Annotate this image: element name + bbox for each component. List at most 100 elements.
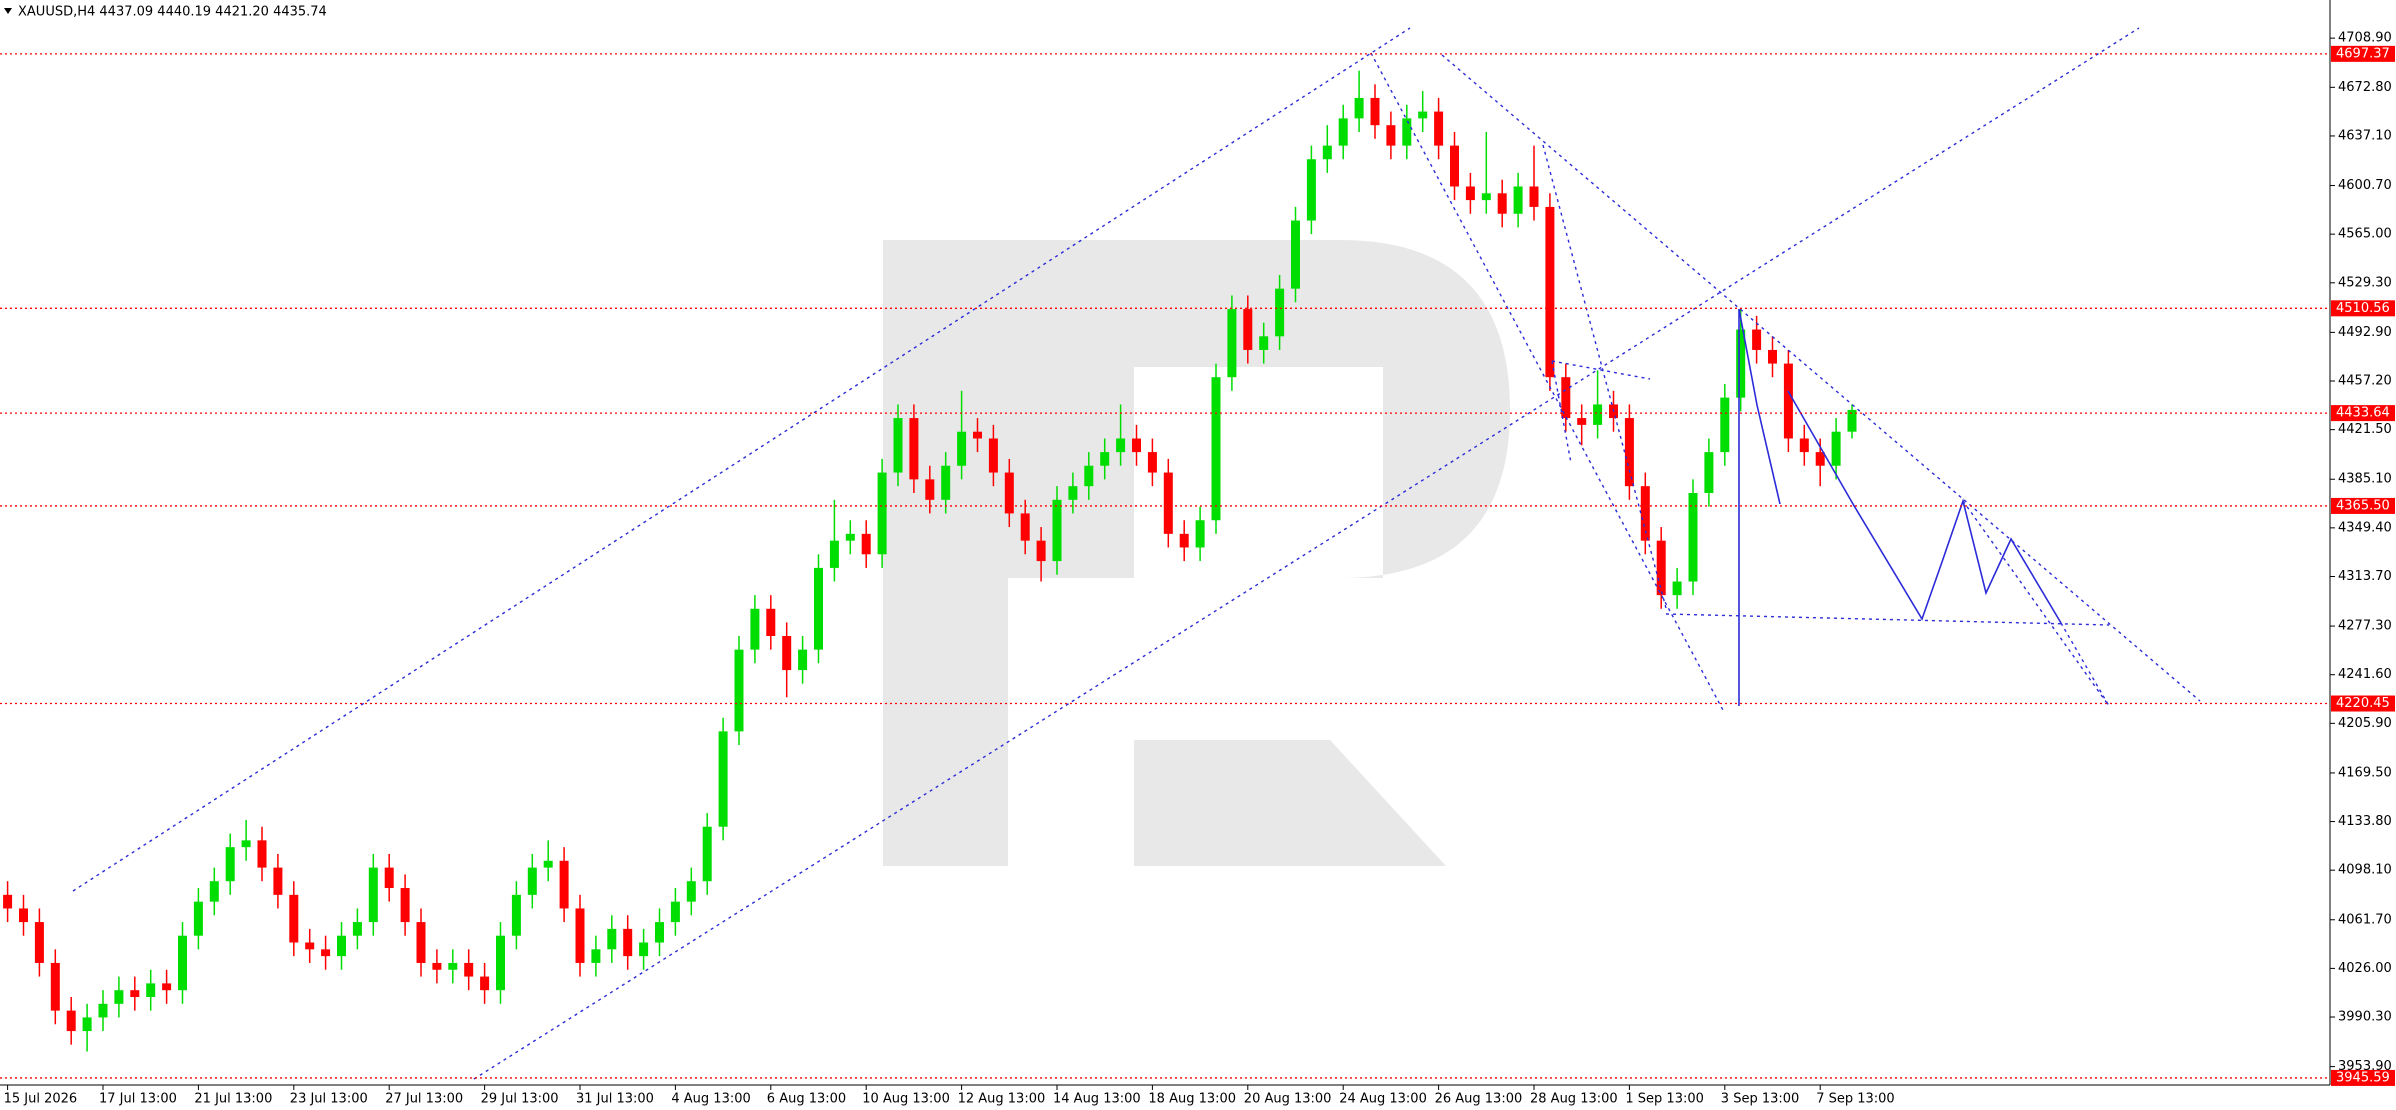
- candle-body: [527, 867, 537, 895]
- candle-body: [861, 533, 871, 555]
- candle-body: [607, 928, 617, 950]
- y-tick-label: 4600.70: [2338, 178, 2392, 193]
- y-tick-label: 4277.30: [2338, 619, 2392, 634]
- y-tick-label: 4098.10: [2338, 863, 2392, 878]
- candle-body: [1497, 193, 1507, 214]
- y-tick-label: 4672.80: [2338, 80, 2392, 95]
- level-box: [2331, 405, 2395, 422]
- forecast-line: [1787, 390, 2062, 624]
- level-label: 4433.64: [2336, 406, 2390, 421]
- candle-body: [925, 479, 935, 500]
- candle-body: [1386, 125, 1396, 146]
- x-tick-label: 24 Aug 13:00: [1339, 1092, 1427, 1107]
- candle-body: [1847, 409, 1857, 432]
- candle-body: [1593, 404, 1603, 425]
- x-tick-label: 26 Aug 13:00: [1435, 1092, 1523, 1107]
- x-tick-label: 18 Aug 13:00: [1148, 1092, 1236, 1107]
- candle-body: [178, 935, 187, 991]
- candle-body: [257, 840, 267, 868]
- trend-line: [1370, 52, 1725, 713]
- candle-body: [480, 976, 490, 991]
- candle-body: [1195, 520, 1205, 548]
- trend-line: [1542, 144, 1667, 609]
- candle-body: [957, 431, 967, 466]
- x-tick-label: 15 Jul 2026: [4, 1092, 78, 1107]
- y-tick-label: 4565.00: [2338, 227, 2392, 242]
- x-tick-label: 12 Aug 13:00: [958, 1092, 1046, 1107]
- candle-body: [448, 962, 458, 970]
- y-tick-label: 3953.90: [2338, 1059, 2392, 1074]
- x-tick-label: 1 Sep 13:00: [1625, 1092, 1704, 1107]
- candle-body: [273, 867, 283, 895]
- level-label: 4365.50: [2336, 498, 2390, 513]
- candle-body: [877, 472, 887, 555]
- candle-body: [845, 533, 855, 541]
- y-tick-label: 4241.60: [2338, 667, 2392, 682]
- candle-body: [750, 608, 760, 650]
- level-label: 3945.59: [2336, 1070, 2390, 1085]
- candle-body: [289, 894, 299, 943]
- candle-body: [496, 935, 505, 991]
- candle-body: [432, 962, 442, 970]
- x-tick-label: 7 Sep 13:00: [1816, 1092, 1895, 1107]
- trend-line: [1551, 360, 1651, 380]
- candle-body: [82, 1017, 92, 1032]
- candle-body: [1147, 452, 1157, 473]
- candle-body: [1815, 452, 1825, 466]
- candle-body: [130, 990, 140, 998]
- candle-body: [973, 431, 982, 439]
- candle-body: [1402, 118, 1412, 146]
- candle-body: [1354, 97, 1364, 119]
- level-label: 4697.37: [2336, 46, 2390, 61]
- candle-body: [1306, 159, 1316, 221]
- watermark: [883, 240, 1510, 866]
- candle-body: [1799, 438, 1809, 453]
- candle-body: [1688, 492, 1698, 582]
- candle-body: [416, 922, 426, 963]
- x-tick-label: 3 Sep 13:00: [1721, 1092, 1800, 1107]
- candle-body: [893, 418, 903, 473]
- level-box: [2331, 497, 2395, 514]
- x-tick-label: 29 Jul 13:00: [481, 1092, 559, 1107]
- candle-body: [1450, 145, 1459, 187]
- y-tick-label: 4421.50: [2338, 422, 2392, 437]
- y-tick-label: 4205.90: [2338, 716, 2392, 731]
- candle-body: [1291, 220, 1300, 289]
- candle-body: [3, 894, 13, 909]
- candle-body: [1132, 438, 1141, 453]
- y-tick-label: 4637.10: [2338, 128, 2392, 143]
- candle-body: [1561, 377, 1571, 419]
- trend-line: [1441, 54, 2201, 702]
- trend-line: [2060, 622, 2110, 707]
- candle-body: [193, 901, 203, 936]
- candle-body: [162, 983, 172, 991]
- x-tick-label: 28 Aug 13:00: [1530, 1092, 1618, 1107]
- candle-body: [591, 949, 601, 963]
- candle-body: [766, 608, 776, 637]
- y-tick-label: 4492.90: [2338, 325, 2392, 340]
- candle-body: [814, 567, 823, 650]
- level-box: [2331, 695, 2395, 712]
- candle-body: [241, 840, 251, 848]
- candle-body: [34, 922, 44, 963]
- candle-body: [575, 908, 585, 963]
- trend-line: [473, 27, 2140, 1080]
- candle-body: [1434, 111, 1444, 146]
- menu-arrow: [4, 8, 12, 14]
- candle-body: [225, 847, 235, 882]
- y-tick-label: 4529.30: [2338, 275, 2392, 290]
- candle-body: [352, 922, 362, 936]
- candle-body: [1179, 533, 1189, 548]
- candle-body: [1465, 186, 1475, 201]
- candle-body: [114, 990, 124, 1004]
- candle-body: [1418, 111, 1428, 119]
- candle-body: [1116, 438, 1126, 453]
- candle-body: [988, 438, 998, 473]
- candle-body: [670, 901, 680, 923]
- candle-body: [1084, 465, 1094, 487]
- candle-body: [1211, 377, 1221, 521]
- candle-body: [66, 1010, 76, 1032]
- candle-body: [1783, 363, 1793, 439]
